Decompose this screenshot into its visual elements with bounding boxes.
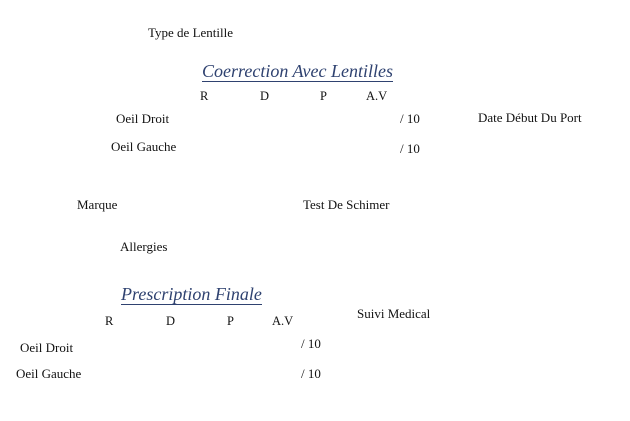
marque-label: Marque: [77, 197, 118, 212]
correction-oeil-gauche-av: / 10: [400, 141, 420, 156]
prescription-col-d: D: [166, 314, 176, 328]
prescription-oeil-gauche-label: Oeil Gauche: [16, 366, 82, 381]
prescription-oeil-droit-label: Oeil Droit: [20, 340, 74, 355]
correction-oeil-droit-av: / 10: [400, 111, 420, 126]
correction-col-av: A.V: [366, 89, 388, 103]
prescription-oeil-droit-av: / 10: [301, 336, 321, 351]
correction-section-title: Coerrection Avec Lentilles: [202, 61, 393, 82]
correction-oeil-droit-label: Oeil Droit: [116, 111, 170, 126]
test-schimer-label: Test De Schimer: [303, 197, 390, 212]
correction-col-p: P: [320, 89, 327, 103]
prescription-oeil-gauche-av: / 10: [301, 366, 321, 381]
correction-oeil-gauche-label: Oeil Gauche: [111, 139, 177, 154]
allergies-label: Allergies: [120, 239, 168, 254]
correction-col-r: R: [200, 89, 209, 103]
prescription-col-r: R: [105, 314, 114, 328]
date-debut-port-label: Date Début Du Port: [478, 110, 582, 125]
prescription-col-av: A.V: [272, 314, 294, 328]
prescription-section-title: Prescription Finale: [121, 284, 262, 305]
prescription-col-p: P: [227, 314, 234, 328]
suivi-medical-label: Suivi Medical: [357, 306, 431, 321]
correction-col-d: D: [260, 89, 270, 103]
type-lentille-label: Type de Lentille: [148, 25, 234, 40]
